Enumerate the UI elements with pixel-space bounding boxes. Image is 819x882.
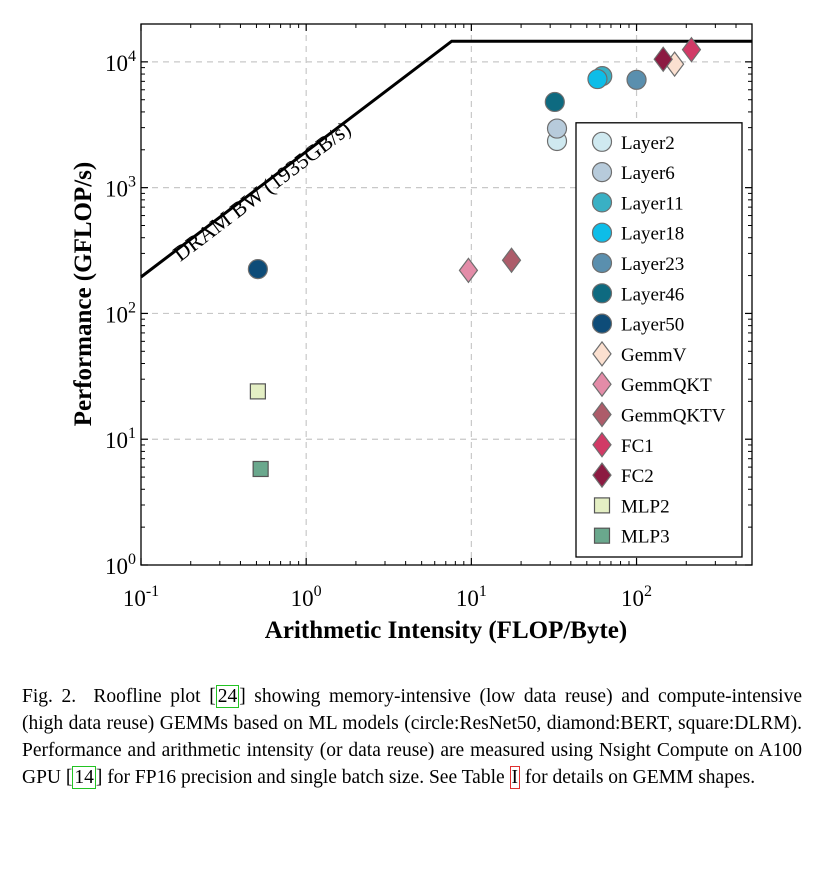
data-point-mlp2 bbox=[249, 383, 266, 400]
citation-link-14[interactable]: 14 bbox=[72, 766, 96, 789]
data-point-gemmqktv bbox=[501, 247, 522, 274]
roofline-curve bbox=[140, 39, 752, 279]
y-tick-label: 100 bbox=[105, 551, 136, 579]
legend-marker-mlp3 bbox=[593, 527, 611, 544]
caption-text-2: showing memory-intensive (low data reuse… bbox=[22, 686, 803, 788]
legend-label-fc1: FC1 bbox=[621, 436, 654, 457]
legend-label-fc2: FC2 bbox=[621, 466, 654, 487]
data-point-layer6 bbox=[546, 118, 568, 139]
data-point-layer18 bbox=[587, 68, 608, 90]
legend-marker-layer23 bbox=[591, 252, 613, 274]
legend-marker-gemmqkt bbox=[592, 371, 612, 398]
table-link-I[interactable]: I bbox=[509, 766, 521, 789]
roofline-label: DRAM BW (1935GB/s) bbox=[168, 116, 355, 266]
y-axis-label: Performance (GFLOP/s) bbox=[70, 162, 97, 427]
y-tick-label: 104 bbox=[105, 48, 136, 76]
x-tick-label: 100 bbox=[291, 583, 322, 611]
plot-frame bbox=[140, 23, 753, 566]
legend-marker-layer2 bbox=[591, 131, 613, 152]
x-tick-label: 101 bbox=[456, 583, 487, 611]
data-point-fc1 bbox=[681, 36, 702, 63]
legend-label-gemmqktv: GemmQKTV bbox=[621, 406, 726, 427]
legend-marker-layer6 bbox=[591, 162, 613, 183]
legend-label-layer46: Layer46 bbox=[621, 284, 684, 305]
data-point-layer50 bbox=[247, 259, 268, 280]
x-tick-label: 10-1 bbox=[123, 583, 159, 611]
x-axis-label: Arithmetic Intensity (FLOP/Byte) bbox=[265, 617, 627, 644]
axis-ticks: 10-1 100 101 102 100 101 102 103 104 bbox=[105, 24, 752, 611]
legend-label-layer6: Layer6 bbox=[621, 163, 675, 184]
legend-label-mlp2: MLP2 bbox=[621, 496, 670, 517]
x-tick-label: 102 bbox=[621, 583, 652, 611]
y-tick-label: 101 bbox=[105, 425, 136, 453]
data-point-gemmqkt bbox=[458, 257, 479, 284]
legend-label-layer50: Layer50 bbox=[621, 315, 684, 336]
legend-marker-fc2 bbox=[592, 462, 612, 489]
roofline-chart: DRAM BW (1935GB/s) 10-1 100 101 10210010110… bbox=[70, 23, 753, 644]
legend-marker-gemmv bbox=[592, 340, 612, 367]
data-point-mlp3 bbox=[252, 460, 269, 478]
figure-caption: Fig. 2. Roofline plot [24] showing memor… bbox=[22, 685, 803, 789]
legend-marker-layer18 bbox=[591, 222, 613, 243]
caption-fig-label: Fig. 2. bbox=[22, 686, 77, 707]
data-point-layer23 bbox=[626, 69, 647, 90]
legend-marker-mlp2 bbox=[593, 497, 611, 514]
legend-marker-layer50 bbox=[591, 313, 613, 334]
citation-link-24[interactable]: 24 bbox=[215, 685, 240, 708]
legend-marker-gemmqktv bbox=[592, 401, 612, 428]
caption-text-3: for FP16 precision and single batch size… bbox=[107, 767, 505, 788]
legend-label-layer2: Layer2 bbox=[621, 133, 675, 154]
caption-text-1: Roofline plot bbox=[93, 686, 201, 707]
legend-label-layer23: Layer23 bbox=[621, 254, 684, 275]
y-tick-label: 102 bbox=[105, 299, 136, 327]
legend-label-gemmv: GemmV bbox=[621, 345, 687, 366]
data-point-layer46 bbox=[544, 91, 565, 113]
y-tick-label: 103 bbox=[105, 174, 136, 202]
legend-box bbox=[575, 122, 743, 558]
legend-label-layer11: Layer11 bbox=[621, 193, 684, 214]
data-point-fc2 bbox=[653, 46, 673, 73]
data-markers bbox=[247, 36, 702, 478]
legend-marker-fc1 bbox=[592, 431, 612, 458]
caption-text-4: for details on GEMM shapes. bbox=[524, 767, 756, 788]
legend-label-gemmqkt: GemmQKT bbox=[621, 375, 712, 396]
legend-label-mlp3: MLP3 bbox=[621, 527, 670, 548]
legend: Layer2 Layer6 Layer11 Layer18 Layer23 Layer46… bbox=[575, 122, 743, 558]
legend-label-layer18: Layer18 bbox=[621, 224, 684, 245]
legend-marker-layer11 bbox=[591, 192, 613, 213]
legend-marker-layer46 bbox=[591, 283, 613, 304]
